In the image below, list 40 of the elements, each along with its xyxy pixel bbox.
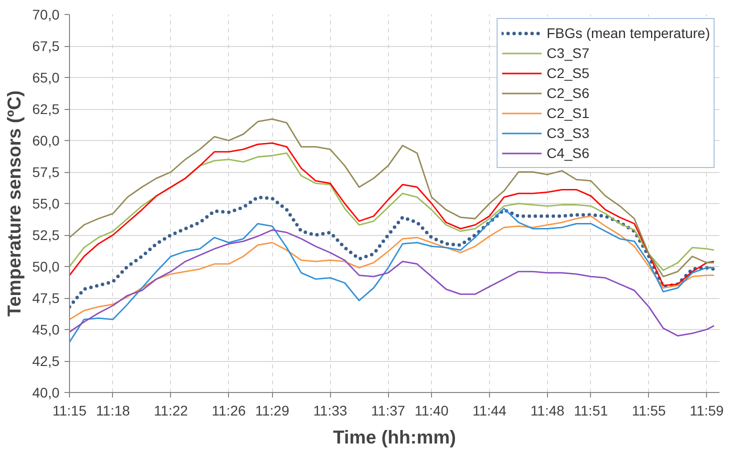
line-series (70, 142, 715, 286)
y-tick-label: 65,0 (32, 70, 60, 86)
legend-label: C2_S1 (546, 105, 590, 121)
x-axis-title: Time (hh:mm) (333, 426, 456, 448)
y-tick-label: 60,0 (32, 132, 60, 148)
line-series (70, 208, 715, 343)
x-tick-label: 11:48 (530, 402, 565, 418)
y-tick-label: 55,0 (32, 196, 60, 212)
x-tick-label: 11:29 (255, 402, 290, 418)
legend-label: C2_S6 (546, 85, 590, 101)
y-tick-label: 70,0 (32, 6, 60, 22)
line-series (70, 195, 716, 309)
x-tick-label: 11:59 (690, 402, 724, 418)
y-tick-label: 67,5 (32, 38, 60, 54)
y-axis-title: Temperature sensors (ºC) (3, 90, 24, 317)
x-tick-label: 11:55 (632, 402, 666, 418)
y-tick-label: 50,0 (32, 258, 60, 274)
line-series (70, 229, 715, 336)
x-tick-label: 11:15 (52, 402, 87, 418)
y-tick-label: 42,5 (32, 353, 60, 369)
x-tick-label: 11:40 (414, 402, 449, 418)
y-tick-label: 52,5 (32, 227, 60, 243)
y-tick-label: 45,0 (32, 322, 60, 338)
x-tick-label: 11:18 (96, 402, 130, 418)
legend-label: C4_S6 (546, 145, 590, 161)
line-series (70, 215, 715, 320)
x-tick-label: 11:37 (371, 402, 406, 418)
legend-label: FBGs (mean temperature) (546, 25, 710, 41)
y-tick-label: 57,5 (32, 164, 60, 180)
legend-label: C3_S3 (546, 125, 590, 141)
legend-label: C3_S7 (546, 45, 590, 61)
x-tick-label: 11:26 (212, 402, 246, 418)
y-tick-label: 62,5 (32, 101, 60, 117)
x-tick-label: 11:51 (574, 402, 608, 418)
legend-label: C2_S5 (546, 65, 590, 81)
x-tick-label: 11:33 (313, 402, 348, 418)
y-tick-label: 47,5 (32, 290, 60, 306)
x-tick-label: 11:22 (154, 402, 188, 418)
x-tick-label: 11:44 (472, 402, 507, 418)
y-tick-label: 40,0 (32, 384, 60, 400)
